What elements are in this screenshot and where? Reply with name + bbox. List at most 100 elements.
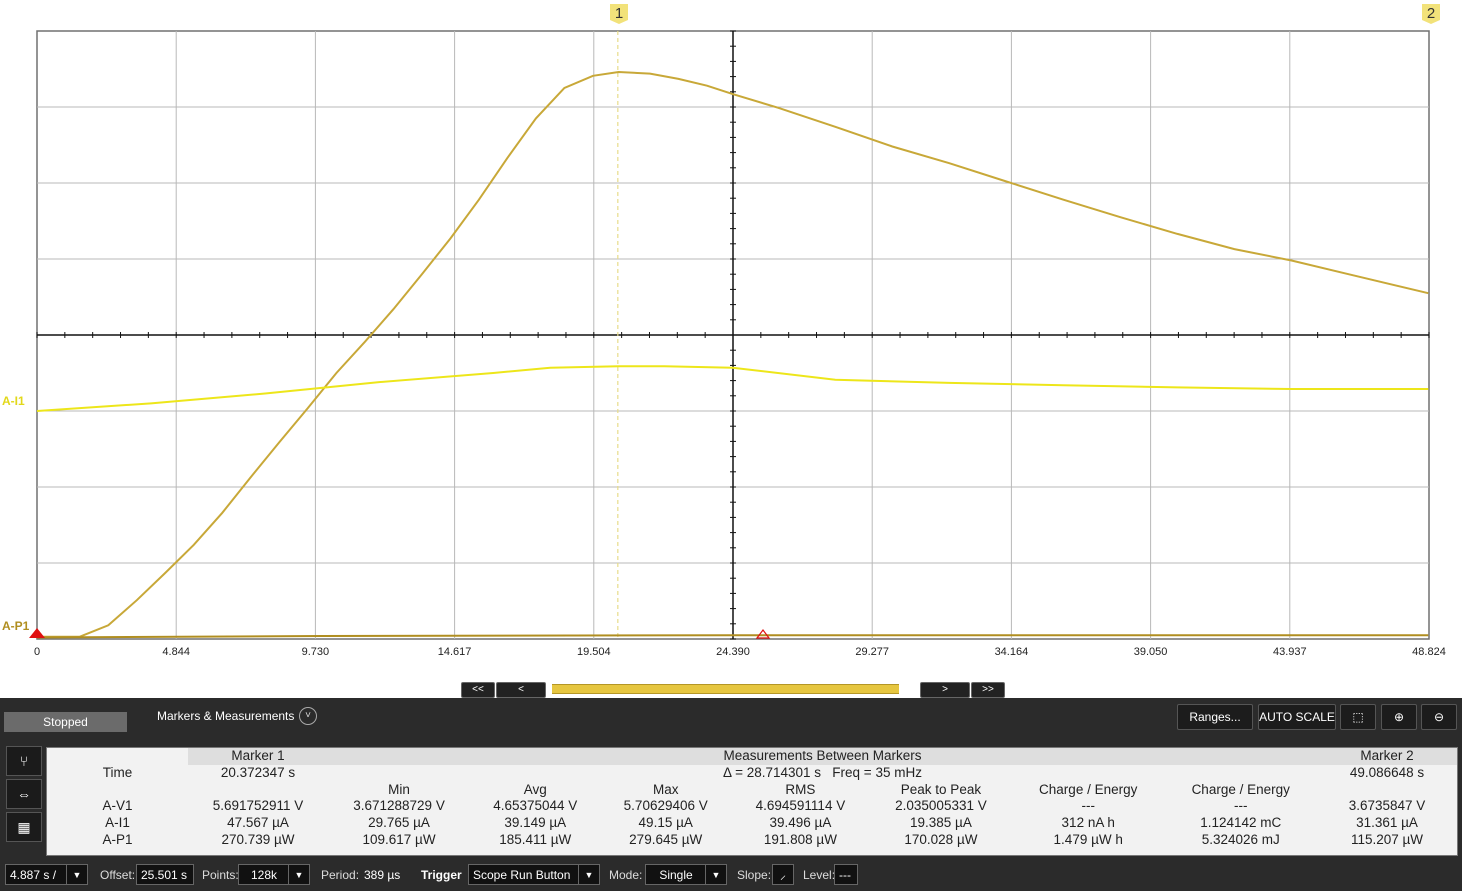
marker-flag-icon: [1422, 4, 1440, 24]
waveform-plot[interactable]: [0, 0, 1462, 698]
x-tick-label: 39.050: [1133, 646, 1168, 658]
column-header: Charge / Energy: [1191, 781, 1290, 797]
row-name: A-P1: [102, 831, 133, 847]
marker-2-handle[interactable]: 2: [1422, 4, 1440, 26]
offset-input[interactable]: 25.501 s: [136, 864, 194, 885]
period-label: Period:: [321, 868, 360, 882]
scroll-prev-button[interactable]: <: [496, 682, 546, 698]
x-tick-label: 29.277: [855, 646, 890, 658]
level-input[interactable]: ---: [834, 864, 858, 885]
cell: ---: [1233, 798, 1248, 814]
cell: 191.808 µW: [763, 831, 837, 847]
ranges-button[interactable]: Ranges...: [1177, 704, 1253, 730]
scroll-next-button[interactable]: >: [920, 682, 970, 698]
column-header: Min: [388, 781, 410, 797]
scroll-last-button[interactable]: >>: [971, 682, 1005, 698]
cell: 4.694591114 V: [755, 798, 846, 814]
cell: 3.671288729 V: [353, 798, 445, 814]
cell: 5.70629406 V: [623, 798, 708, 814]
x-tick-label: 24.390: [716, 646, 750, 658]
scroll-first-button[interactable]: <<: [461, 682, 495, 698]
cell: 185.411 µW: [499, 831, 572, 847]
channel-i1-label[interactable]: A-I1: [2, 394, 25, 408]
cell: 47.567 µA: [227, 815, 289, 831]
measurements-panel: Marker 1 Measurements Between Markers Ma…: [46, 747, 1458, 856]
slope-label: Slope:: [737, 868, 772, 882]
trigger-position-icon: [755, 629, 771, 639]
cell: 39.496 µA: [769, 815, 832, 831]
trigger-marker-icon: [29, 628, 45, 638]
mode-select[interactable]: Single: [645, 864, 707, 885]
cell: 3.6735847 V: [1348, 798, 1426, 814]
marker2-header: Marker 2: [1317, 748, 1457, 765]
chevron-down-icon[interactable]: ▼: [288, 864, 310, 885]
series-line-a-v1: [37, 70, 1429, 638]
marker-2-label: 2: [1426, 5, 1436, 22]
points-select[interactable]: 128k: [238, 864, 290, 885]
mode-label: Mode:: [609, 868, 643, 882]
rising-slope-icon[interactable]: ⸝: [772, 864, 794, 885]
column-header: Peak to Peak: [900, 781, 982, 797]
scope-display[interactable]: 0 4.844 9.730 14.617 19.504 24.390 29.277 34.16…: [0, 0, 1462, 698]
x-tick-label: 0: [33, 646, 41, 658]
cell: 19.385 µA: [910, 815, 972, 831]
x-tick-label: 19.504: [576, 646, 611, 658]
marker-1-handle[interactable]: 1: [610, 4, 628, 26]
time-scrollbar[interactable]: [552, 684, 899, 694]
marker-1-label: 1: [614, 5, 624, 22]
level-label: Level:: [803, 868, 836, 882]
cell: 29.765 µA: [368, 815, 430, 831]
x-tick-label: 9.730: [301, 646, 330, 658]
cell: 270.739 µW: [221, 831, 295, 847]
points-label: Points:: [202, 868, 239, 882]
chevron-down-icon[interactable]: ˅: [299, 707, 317, 725]
probe-icon[interactable]: ⑂: [6, 746, 42, 776]
x-tick-label: 43.937: [1272, 646, 1307, 658]
cell: 1.124142 mC: [1200, 815, 1282, 831]
cell: 5.691752911 V: [212, 798, 304, 814]
cell: ---: [1081, 798, 1095, 814]
column-header: RMS: [785, 781, 816, 797]
measurement-grid-icon[interactable]: ▦: [6, 812, 42, 842]
chevron-down-icon[interactable]: ▼: [66, 864, 88, 885]
delta-time: Δ = 28.714301 s: [723, 764, 822, 780]
cell: 109.617 µW: [362, 831, 436, 847]
frequency: Freq = 35 mHz: [832, 764, 922, 780]
table-row: A-I1 47.567 µA 29.765 µA 39.149 µA 49.15…: [47, 815, 1457, 832]
cell: 312 nA h: [1061, 815, 1115, 831]
cell: 170.028 µW: [904, 831, 978, 847]
delta-freq: Δ = 28.714301 s Freq = 35 mHz: [328, 765, 1317, 782]
cell: 2.035005331 V: [895, 798, 987, 814]
marker1-time: 20.372347 s: [220, 764, 296, 780]
zoom-out-icon[interactable]: ⊖: [1421, 704, 1457, 730]
offset-label: Offset:: [100, 868, 136, 882]
cell: 49.15 µA: [638, 815, 693, 831]
chevron-down-icon[interactable]: ▼: [705, 864, 727, 885]
chevron-down-icon[interactable]: ▼: [578, 864, 600, 885]
marker-range-icon[interactable]: ⇔: [6, 779, 42, 809]
cell: 279.645 µW: [629, 831, 703, 847]
bottom-bar: 4.887 s / ▼ Offset: 25.501 s Points: 128…: [0, 858, 1462, 891]
x-tick-label: 14.617: [437, 646, 472, 658]
acquisition-status: Stopped: [4, 712, 127, 732]
cell: 1.479 µW h: [1053, 831, 1123, 847]
auto-scale-button[interactable]: AUTO SCALE: [1258, 704, 1336, 730]
timebase-select[interactable]: 4.887 s /: [5, 864, 69, 885]
channel-p1-label[interactable]: A-P1: [2, 619, 30, 633]
row-name: A-I1: [105, 815, 130, 831]
zoom-in-icon[interactable]: ⊕: [1381, 704, 1417, 730]
cell: 39.149 µA: [504, 815, 567, 831]
cell: 5.324026 mJ: [1201, 831, 1280, 847]
time-label: Time: [102, 764, 133, 780]
trigger-source-select[interactable]: Scope Run Button: [468, 864, 580, 885]
x-tick-label: 4.844: [162, 646, 190, 658]
table-row: A-V1 5.691752911 V 3.671288729 V 4.65375…: [47, 798, 1457, 815]
series-line-a-p1: [36, 634, 1429, 639]
marker1-header: Marker 1: [188, 748, 328, 765]
markers-measurements-title[interactable]: Markers & Measurements: [157, 709, 295, 723]
row-name: A-V1: [102, 798, 133, 814]
zoom-region-icon[interactable]: ⬚: [1340, 704, 1376, 730]
column-header: Avg: [523, 781, 547, 797]
series-line-a-i1: [36, 365, 1429, 412]
between-markers-header: Measurements Between Markers: [328, 748, 1317, 765]
